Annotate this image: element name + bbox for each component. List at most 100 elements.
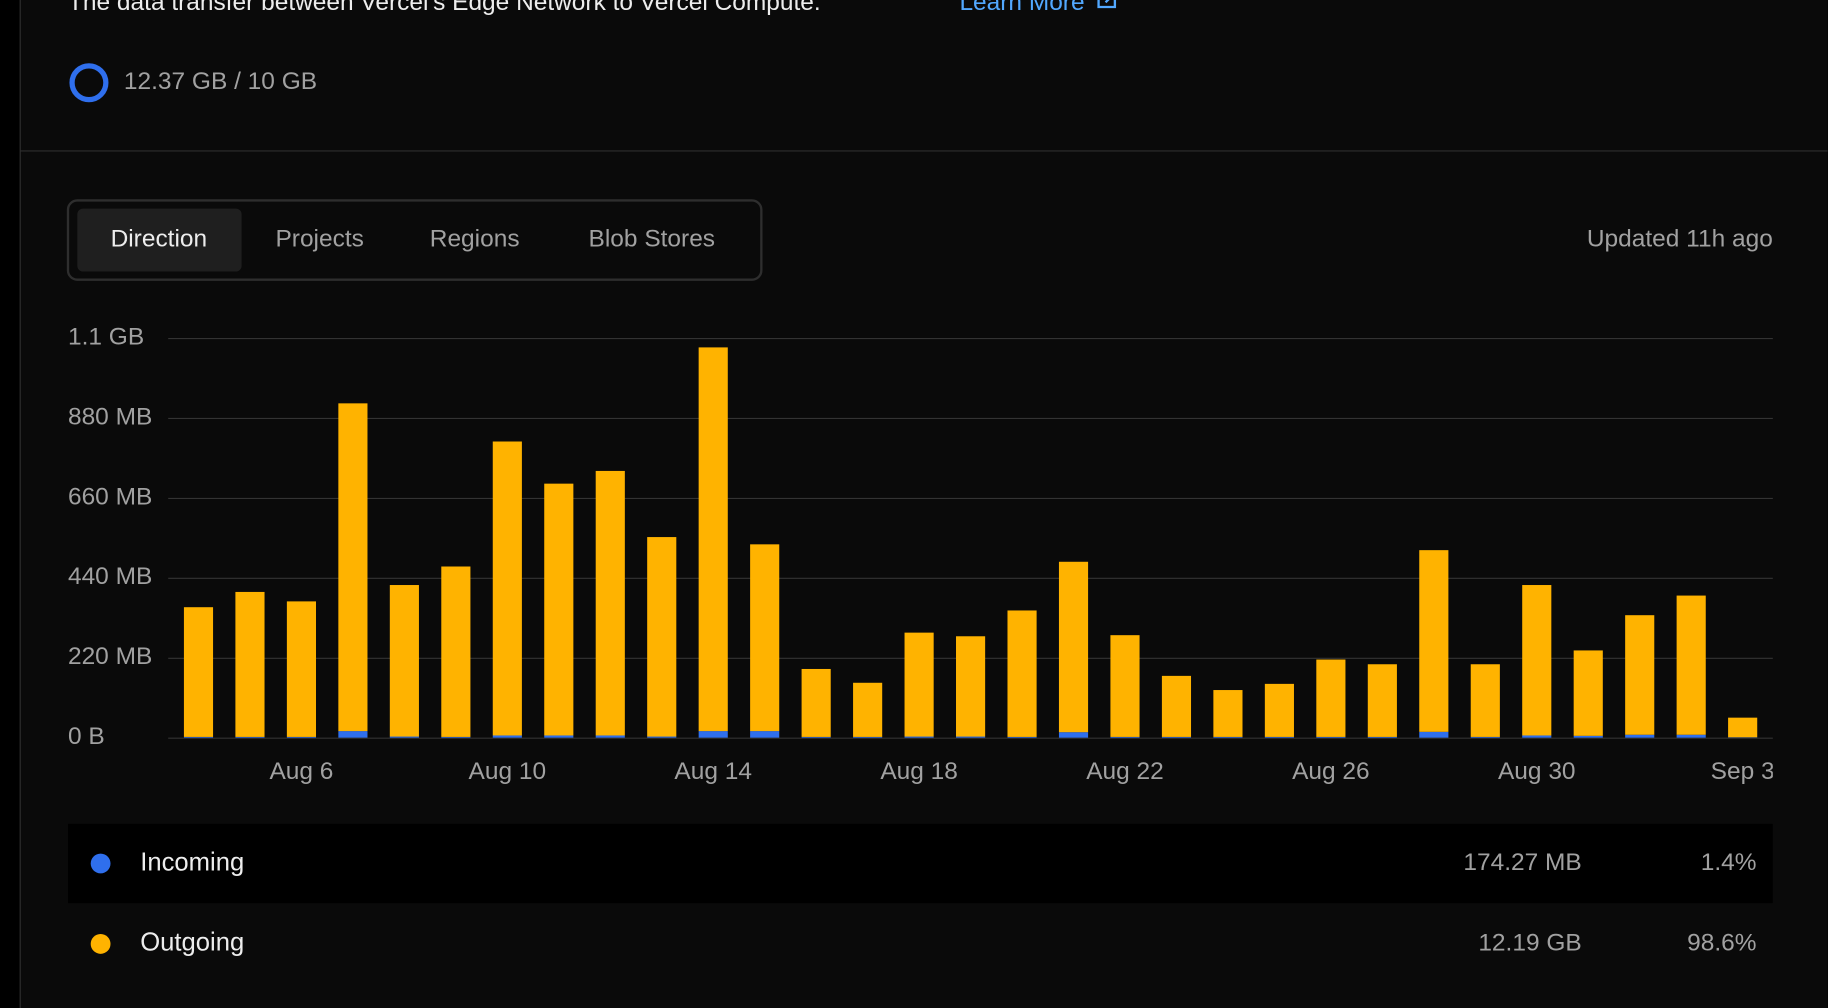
y-tick-label: 1.1 GB: [68, 323, 144, 350]
x-tick-label: Aug 26: [1292, 758, 1370, 785]
bar-segment: [1007, 736, 1037, 738]
x-tick-label: Aug 14: [674, 758, 752, 785]
tab-group: [66, 199, 763, 281]
bar-segment: [1522, 585, 1552, 736]
external-icon: [1097, 0, 1117, 9]
bar-segment: [1161, 675, 1192, 737]
bar-segment: [595, 470, 625, 736]
bar-segment: [235, 591, 265, 737]
bar-segment: [441, 566, 471, 737]
bar-segment: [183, 607, 214, 737]
usage-ring: [69, 63, 109, 103]
bar-segment: [956, 636, 986, 737]
active-tab-bg: [77, 208, 242, 272]
bar-segment: [698, 731, 728, 738]
bar-segment: [183, 736, 214, 738]
bar-segment: [1728, 717, 1758, 738]
y-tick-label: 660 MB: [68, 483, 152, 510]
bar-segment: [1316, 736, 1346, 738]
legend-label: Incoming: [140, 848, 244, 876]
bar-segment: [1573, 650, 1603, 736]
updated-time: Updated 11h ago: [1587, 226, 1773, 253]
bar-segment: [544, 735, 574, 738]
y-tick-label: 0 B: [68, 723, 105, 750]
bar-segment: [1058, 561, 1089, 733]
bar-segment: [1110, 635, 1140, 737]
bar-segment: [235, 736, 265, 738]
bar-segment: [1676, 734, 1706, 738]
bar-segment: [286, 736, 317, 738]
bar-segment: [544, 483, 574, 736]
bar-segment: [1213, 690, 1243, 737]
bar-segment: [338, 731, 368, 738]
bar-segment: [1470, 736, 1500, 738]
bar-segment: [1316, 659, 1346, 737]
bar-segment: [1264, 736, 1294, 738]
bar-segment: [853, 736, 883, 738]
bar-segment: [801, 736, 831, 738]
bar-segment: [956, 736, 986, 738]
bar-segment: [389, 585, 419, 737]
bar-segment: [1007, 610, 1037, 737]
legend-dot: [90, 853, 111, 874]
bar-segment: [1625, 615, 1655, 735]
x-tick-label: Aug 10: [469, 758, 547, 785]
bar-segment: [1573, 735, 1603, 738]
x-tick-label: Aug 18: [880, 758, 958, 785]
tab[interactable]: Projects: [275, 226, 363, 253]
bar-segment: [286, 601, 317, 737]
bar-segment: [441, 736, 471, 738]
bar-segment: [904, 736, 934, 738]
x-tick-label: Aug 6: [269, 758, 333, 785]
bar-segment: [1110, 736, 1140, 738]
bar-segment: [904, 632, 934, 737]
bar-segment: [1161, 736, 1192, 738]
tab[interactable]: Direction: [111, 226, 208, 253]
y-tick-label: 220 MB: [68, 643, 152, 670]
bar-segment: [1058, 732, 1089, 738]
bar-segment: [1213, 736, 1243, 738]
legend-share: 1.4%: [1701, 849, 1757, 876]
x-axis: Aug 6 Aug 10 Aug 14 Aug 18 Aug 22 Aug 26 Aug 3…: [269, 758, 1775, 785]
bar-segment: [801, 668, 831, 737]
description: The data transfer between Vercel's Edge …: [68, 0, 821, 16]
legend-amount: 174.27 MB: [1463, 849, 1581, 876]
legend-dot: [90, 934, 111, 954]
tab[interactable]: Blob Stores: [589, 226, 716, 253]
bar-segment: [698, 347, 728, 732]
bar-segment: [647, 537, 677, 737]
y-tick-label: 880 MB: [68, 403, 152, 430]
bar-segment: [750, 731, 780, 738]
legend-label: Outgoing: [140, 929, 244, 957]
x-tick-label: Aug 22: [1086, 758, 1164, 785]
bar-segment: [1367, 736, 1397, 738]
bar-segment: [1419, 550, 1449, 732]
bar-segment: [647, 736, 677, 738]
bar-segment: [338, 403, 368, 732]
legend-row-bg: [67, 823, 1773, 904]
bar-segment: [853, 682, 883, 737]
bar-segment: [492, 441, 522, 736]
bar-segment: [1367, 664, 1397, 737]
x-tick-label: Sep 3: [1711, 758, 1775, 785]
usage-text: 12.37 GB / 10 GB: [124, 68, 317, 95]
bar-segment: [1419, 731, 1449, 738]
bar-segment: [492, 735, 522, 738]
bar-segment: [389, 736, 419, 738]
bar-segment: [1470, 664, 1500, 737]
bar-segment: [1522, 735, 1552, 738]
bar-segment: [1625, 734, 1655, 738]
bar-segment: [1264, 683, 1294, 737]
legend-share: 98.6%: [1687, 929, 1756, 956]
x-tick-label: Aug 30: [1498, 758, 1576, 785]
legend-amount: 12.19 GB: [1478, 929, 1581, 956]
y-tick-label: 440 MB: [68, 563, 152, 590]
learn-more-link[interactable]: Learn More: [959, 0, 1084, 16]
tab[interactable]: Regions: [430, 226, 520, 253]
bar-segment: [595, 735, 625, 738]
bar-segment: [750, 544, 780, 732]
bar-segment: [1676, 595, 1706, 735]
